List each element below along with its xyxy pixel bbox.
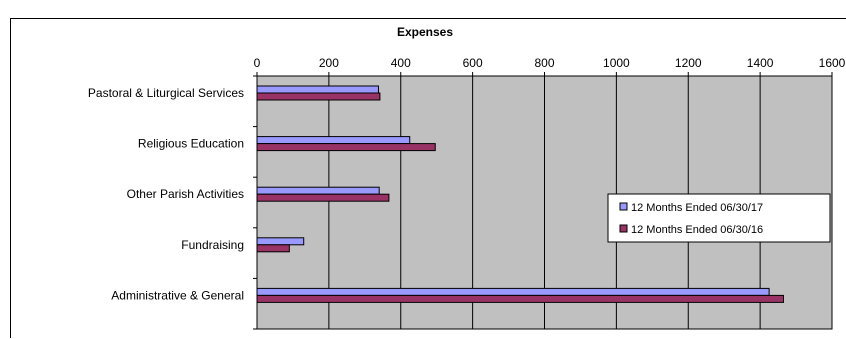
legend-swatch: [619, 202, 628, 211]
category-label: Administrative & General: [111, 288, 244, 302]
bar: [256, 244, 290, 253]
bar: [256, 143, 436, 152]
bar: [256, 193, 390, 202]
x-tick-label: 800: [534, 56, 554, 70]
bar: [256, 294, 784, 303]
x-tick-label: 1000: [603, 56, 630, 70]
legend-swatch: [619, 224, 628, 233]
x-tick-label: 0: [254, 56, 261, 70]
x-tick-label: 400: [391, 56, 411, 70]
x-tick-label: 600: [463, 56, 483, 70]
category-label: Religious Education: [138, 137, 244, 151]
x-tick-label: 1400: [747, 56, 774, 70]
legend-label: 12 Months Ended 06/30/17: [631, 202, 763, 214]
category-label: Other Parish Activities: [127, 187, 244, 201]
bar: [256, 186, 380, 195]
legend: 12 Months Ended 06/30/17 12 Months Ended …: [607, 193, 831, 243]
plot-area: 0 200 400 600 800 1000 1200 1400 1600 Pastoral & …: [88, 56, 846, 330]
bar: [256, 237, 305, 246]
bar: [256, 92, 381, 101]
bar: [256, 85, 379, 94]
category-label: Fundraising: [181, 238, 244, 252]
x-tick-label: 200: [319, 56, 339, 70]
legend-box: [607, 193, 831, 243]
chart-title: Expenses: [397, 25, 453, 39]
legend-label: 12 Months Ended 06/30/16: [631, 224, 763, 236]
category-label: Pastoral & Liturgical Services: [88, 86, 244, 100]
bar: [256, 287, 770, 296]
x-tick-label: 1200: [675, 56, 702, 70]
x-tick-label: 1600: [819, 56, 846, 70]
chart-frame: [10, 18, 846, 338]
bar: [256, 136, 411, 145]
